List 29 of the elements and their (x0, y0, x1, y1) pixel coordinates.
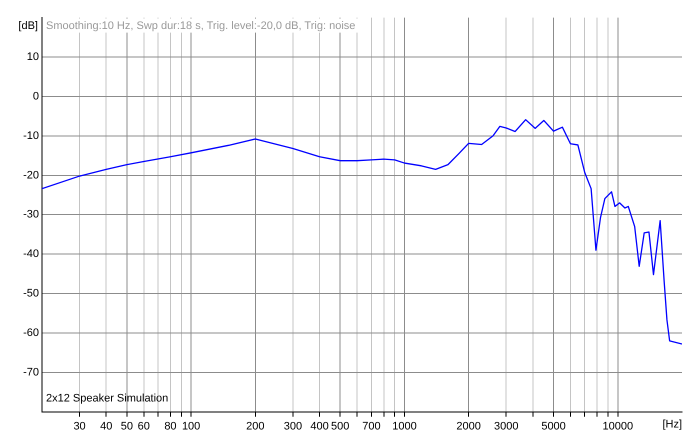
x-tick-label: 400 (310, 420, 329, 432)
x-tick-label: 500 (331, 420, 350, 432)
y-tick-label: -60 (23, 326, 39, 339)
x-tick-label: 100 (182, 420, 200, 432)
y-tick-label: -10 (23, 130, 39, 142)
y-tick-label: -40 (23, 248, 39, 260)
x-tick-label: 80 (164, 420, 177, 432)
y-tick-label: 10 (26, 51, 39, 64)
x-tick-label: 40 (100, 420, 112, 432)
x-tick-label: 3000 (494, 420, 518, 432)
x-axis-title: [Hz] (662, 418, 682, 430)
x-tick-label: 1000 (392, 420, 417, 432)
x-tick-label: 5000 (541, 420, 566, 432)
x-tick-label: 60 (138, 420, 150, 432)
x-tick-label: 300 (284, 420, 302, 432)
x-tick-label: 50 (120, 420, 134, 432)
x-tick-label: 700 (362, 420, 381, 432)
y-tick-label: 0 (32, 90, 39, 102)
chart-title: Smoothing:10 Hz, Swp dur:18 s, Trig. level:-20,0 dB, Trig: noise (46, 20, 356, 32)
x-tick-label: 2000 (456, 420, 481, 432)
y-axis-title: [dB] (18, 20, 38, 32)
x-tick-label: 200 (246, 420, 265, 432)
annotation: 2x12 Speaker Simulation (46, 392, 168, 404)
x-tick-label: 10000 (602, 420, 634, 432)
y-tick-label: -20 (23, 169, 39, 182)
x-tick-label: 30 (73, 420, 86, 432)
y-tick-label: -70 (23, 366, 39, 378)
y-tick-label: -50 (23, 288, 39, 300)
y-tick-label: -30 (23, 208, 39, 221)
